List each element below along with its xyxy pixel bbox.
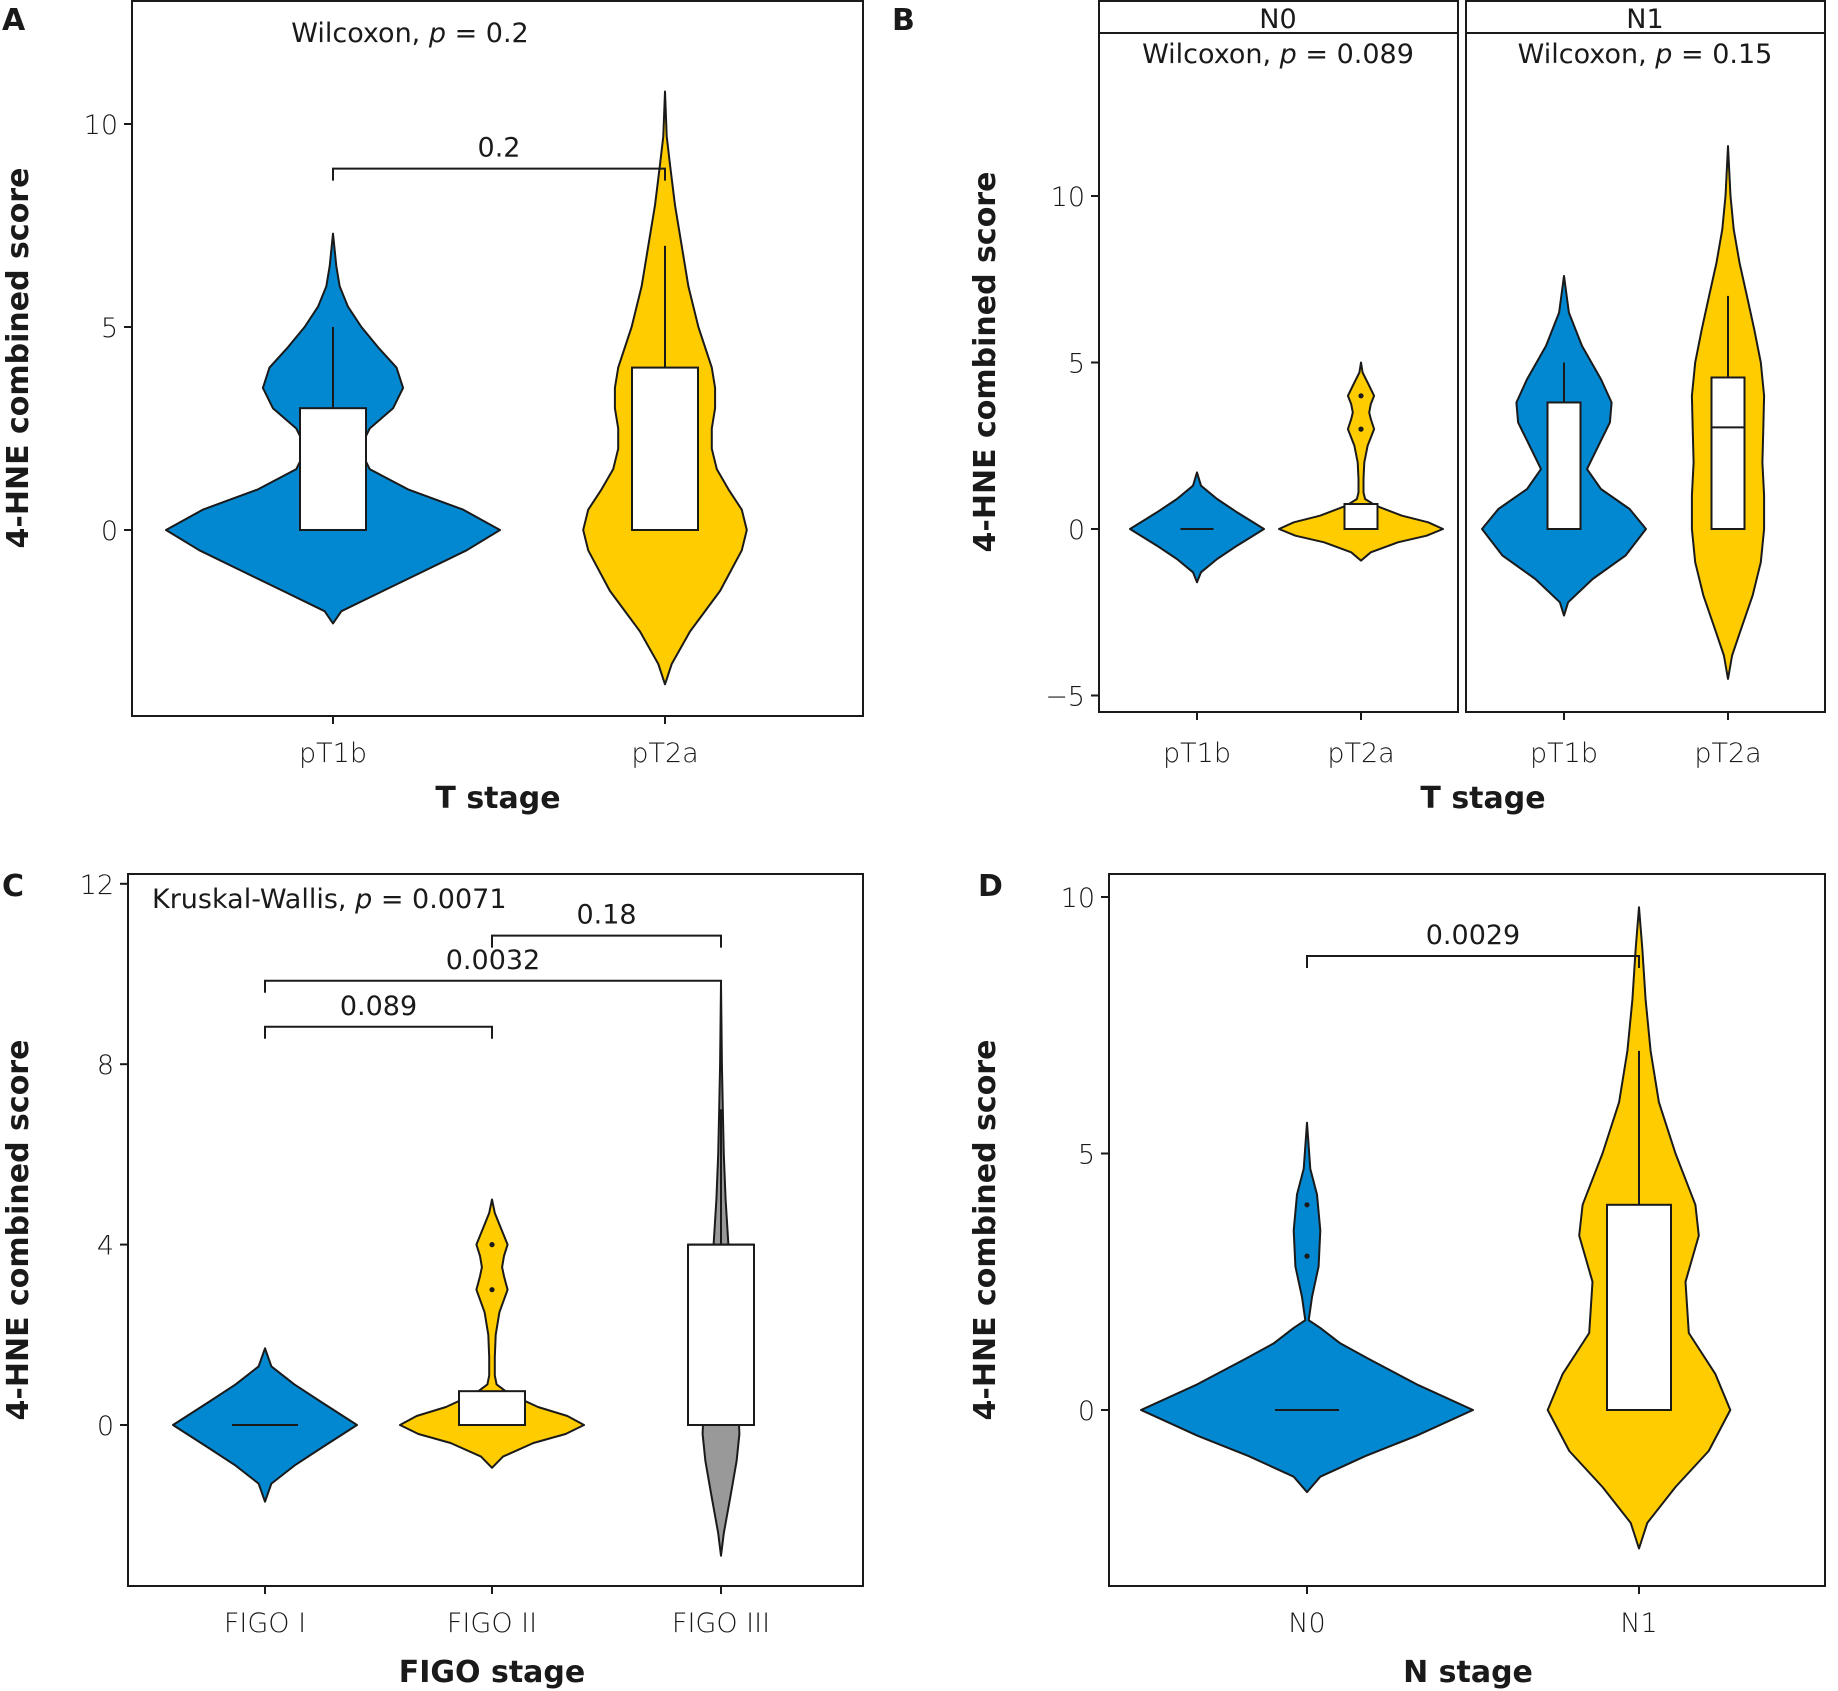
panel-d: 0 5 10 N0 N1 0.0029 N stage 4-HNE combined sc… [968, 873, 1826, 1690]
panel-d-x-title: N stage [1403, 1655, 1533, 1690]
panel-d-marks: 0 5 10 N0 N1 0.0029 [1061, 883, 1732, 1639]
comparison-bracket [332, 167, 666, 181]
x-tick-label: N0 [1288, 1608, 1325, 1639]
y-tick-label: 5 [1078, 1140, 1095, 1171]
violin-figo-ii-violin [399, 1198, 585, 1469]
y-tick-label: 0 [1068, 515, 1085, 546]
panel-b-x-title: T stage [1420, 781, 1545, 816]
y-tick-label: 0 [1078, 1396, 1095, 1427]
panel-d-frame [1108, 873, 1826, 1587]
facet-strip-n0 [1098, 0, 1459, 34]
panel-a-marks: 0 5 10 pT1b pT2a 0.2 [84, 90, 748, 769]
panel-a-x-title: T stage [435, 781, 560, 816]
facet-n0-violin-pt2a-box [1343, 503, 1379, 530]
facet-n0-violin-pt2a-outlier-point [1358, 393, 1364, 399]
x-tick-label: pT1b [299, 738, 367, 769]
facet-strip-n1 [1465, 0, 1826, 34]
y-tick-label: 10 [84, 110, 118, 141]
violin-pt1b-box [299, 407, 367, 532]
facet-strip-n0-label: N0 [1259, 4, 1296, 35]
panel-label-c: C [2, 869, 24, 904]
comparison-p-label: 0.089 [340, 991, 417, 1022]
comparison-bracket [264, 1025, 493, 1039]
violin-n1-box [1606, 1203, 1672, 1412]
panel-c-x-title: FIGO stage [399, 1655, 586, 1690]
x-tick-label: pT1b [1530, 738, 1598, 769]
comparison-p-label: 0.0032 [446, 945, 540, 976]
x-tick-label: pT2a [1327, 738, 1394, 769]
panel-label-b: B [892, 3, 915, 38]
comparison-bracket [1306, 954, 1640, 968]
panel-b-marks: pT1b pT2a pT1b pT2a −5 0 5 10 [1045, 145, 1766, 769]
y-tick-label: 10 [1051, 182, 1085, 213]
panel-label-d: D [978, 869, 1003, 904]
violin-figo-ii-box [458, 1390, 526, 1427]
violin-n0-outlier-point [1304, 1253, 1310, 1259]
panel-d-y-title: 4-HNE combined score [968, 1040, 1003, 1421]
comparison-p-label: 0.2 [478, 133, 521, 164]
facet-n1-frame [1465, 32, 1826, 713]
x-tick-label: FIGO II [447, 1608, 537, 1639]
facet-n0-violin-pt1b-violin [1129, 471, 1265, 584]
x-tick-label: pT2a [1694, 738, 1761, 769]
facet-n0-test-annotation: Wilcoxon, p = 0.089 [1142, 39, 1414, 70]
y-tick-label: 4 [97, 1231, 114, 1262]
facet-n0-frame [1098, 32, 1459, 713]
panel-b: pT1b pT2a pT1b pT2a −5 0 5 10 N0 N1 Wilcoxon, p… [968, 0, 1826, 816]
facet-n1-test-annotation: Wilcoxon, p = 0.15 [1518, 39, 1773, 70]
panel-c-test-annotation: Kruskal-Wallis, p = 0.0071 [152, 884, 507, 915]
x-tick-label: FIGO III [672, 1608, 770, 1639]
violin-n0-violin [1140, 1121, 1474, 1494]
facet-strip-n1-label: N1 [1626, 4, 1663, 35]
violin-n0-outlier-point [1304, 1202, 1310, 1208]
panel-a-y-title: 4-HNE combined score [1, 168, 36, 549]
comparison-p-label: 0.18 [576, 900, 636, 931]
facet-n1-violin-pt1b-box [1546, 401, 1582, 530]
panel-a: 0 5 10 pT1b pT2a 0.2 Wilcoxon, p = 0.2 T stag… [1, 0, 864, 816]
facet-n0-violin-pt2a-violin [1278, 361, 1444, 562]
x-tick-label: FIGO I [224, 1608, 306, 1639]
comparison-p-label: 0.0029 [1426, 920, 1520, 951]
y-tick-label: 5 [1068, 349, 1085, 380]
comparison-bracket [491, 934, 722, 948]
panel-c-y-title: 4-HNE combined score [1, 1040, 36, 1421]
panel-c-frame [127, 873, 864, 1587]
violin-pt2a-box [631, 366, 699, 531]
comparison-bracket [264, 979, 722, 993]
y-tick-label: 10 [1061, 883, 1095, 914]
x-tick-label: pT2a [631, 738, 698, 769]
violin-figo-ii-outlier-point [489, 1287, 495, 1293]
y-tick-label: −5 [1045, 682, 1085, 713]
violin-figo-ii-outlier-point [489, 1242, 495, 1248]
panel-label-a: A [2, 3, 26, 38]
x-tick-label: N1 [1620, 1608, 1657, 1639]
panel-c: 0 4 8 12 FIGO I FIGO II FIGO III 0.089 0.0032 0.1… [1, 870, 864, 1690]
y-tick-label: 8 [97, 1050, 114, 1081]
y-tick-label: 12 [80, 870, 114, 901]
panel-a-frame [131, 0, 864, 717]
x-tick-label: pT1b [1163, 738, 1231, 769]
panel-c-marks: 0 4 8 12 FIGO I FIGO II FIGO III 0.089 0.0032 0.1… [80, 870, 770, 1639]
violin-figo-iii-box [687, 1243, 755, 1426]
panel-b-y-title: 4-HNE combined score [968, 172, 1003, 553]
y-tick-label: 0 [101, 516, 118, 547]
y-tick-label: 5 [101, 313, 118, 344]
facet-n0-violin-pt2a-outlier-point [1358, 426, 1364, 432]
facet-n1-violin-pt2a-box [1710, 376, 1746, 530]
panel-a-test-annotation: Wilcoxon, p = 0.2 [291, 18, 528, 49]
y-tick-label: 0 [97, 1411, 114, 1442]
